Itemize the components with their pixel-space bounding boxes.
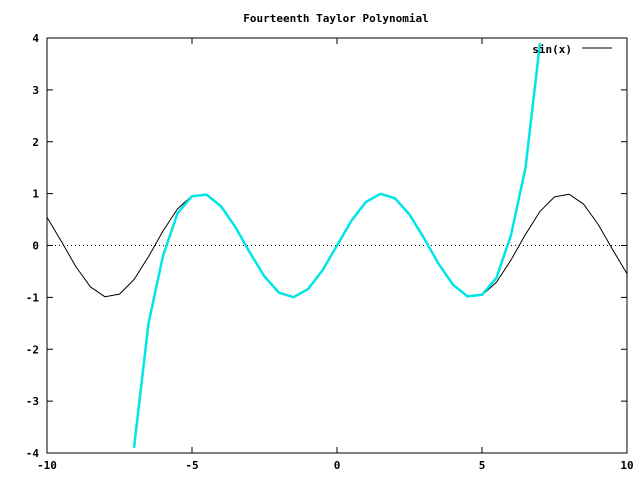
y-tick-label: -1 — [26, 291, 40, 304]
legend: sin(x) — [532, 43, 612, 56]
y-tick-label: -3 — [26, 395, 39, 408]
y-tick-label: 2 — [32, 136, 39, 149]
y-tick-label: 1 — [32, 188, 39, 201]
x-tick-label: 0 — [334, 459, 341, 472]
x-tick-label: -5 — [185, 459, 198, 472]
chart-title: Fourteenth Taylor Polynomial — [243, 12, 428, 25]
y-tick-label: 4 — [32, 32, 39, 45]
y-tick-label: -2 — [26, 343, 39, 356]
y-tick-label: 3 — [32, 84, 39, 97]
chart-series — [46, 43, 628, 448]
series-line-taylor — [132, 43, 542, 448]
y-axis-ticks: -4 -3 -2 -1 0 1 2 3 4 — [26, 32, 627, 460]
y-tick-label: -4 — [26, 447, 40, 460]
x-tick-label: 5 — [479, 459, 486, 472]
x-tick-label: 10 — [620, 459, 633, 472]
x-tick-label: -10 — [37, 459, 57, 472]
y-tick-label: 0 — [32, 240, 39, 253]
legend-label-sin: sin(x) — [532, 43, 572, 56]
plot-frame — [46, 37, 628, 454]
